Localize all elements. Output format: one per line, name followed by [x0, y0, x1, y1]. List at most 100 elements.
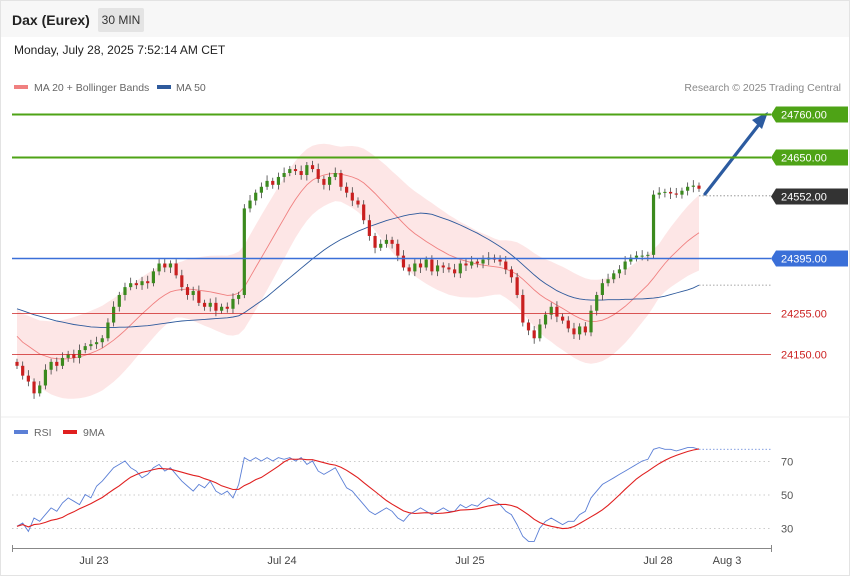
- candle-body-up: [168, 263, 173, 268]
- candle-body-down: [509, 269, 514, 278]
- candle: [146, 275, 150, 289]
- candle: [100, 335, 104, 348]
- candle: [134, 280, 138, 290]
- candle-body-up: [657, 192, 661, 195]
- candle-body-down: [174, 263, 178, 276]
- candle-body-up: [282, 173, 286, 177]
- candle-body-up: [94, 342, 99, 345]
- candle: [458, 260, 462, 279]
- candle: [305, 162, 309, 181]
- candle-body-up: [629, 257, 633, 262]
- candle: [356, 197, 360, 208]
- candle: [521, 289, 525, 327]
- candle: [55, 357, 59, 372]
- candle-body-down: [163, 263, 167, 268]
- candle: [276, 172, 281, 190]
- rsi-tick-label: 30: [781, 524, 793, 536]
- candle: [515, 272, 519, 299]
- timeframe-button[interactable]: 30 MIN: [98, 8, 144, 32]
- candle: [248, 195, 252, 213]
- candle-body-up: [38, 385, 42, 394]
- candle-body-up: [424, 259, 428, 268]
- level-label-support: 24150.00: [781, 350, 827, 362]
- candle: [350, 187, 354, 207]
- candle: [123, 282, 127, 301]
- candle: [526, 319, 531, 336]
- candle-body-up: [117, 294, 121, 307]
- candle: [259, 182, 263, 199]
- candle-body-up: [538, 324, 542, 339]
- candle-body-down: [293, 169, 298, 172]
- candle: [418, 258, 423, 273]
- candle-body-up: [413, 263, 417, 272]
- candle-body-up: [276, 176, 281, 185]
- candle-body-up: [151, 271, 155, 284]
- candle: [72, 349, 76, 363]
- rsi-panel: 70 50 30: [12, 447, 793, 542]
- candle: [310, 160, 315, 173]
- candle-body-up: [680, 190, 684, 195]
- candle-body-up: [663, 191, 667, 193]
- candle: [282, 167, 286, 183]
- candle: [646, 251, 650, 262]
- candle-body-down: [339, 173, 343, 187]
- candle-body-up: [384, 239, 389, 244]
- main-legend: MA 20 + Bollinger Bands MA 50 Research ©…: [14, 82, 841, 94]
- candle: [345, 182, 349, 198]
- candle-body-up: [191, 291, 195, 295]
- level-tag: [771, 250, 848, 267]
- candle: [237, 291, 241, 305]
- candle-body-up: [140, 281, 144, 286]
- candle: [339, 169, 343, 191]
- candle-body-up: [237, 294, 241, 299]
- candle-body-down: [26, 375, 30, 382]
- candle: [242, 204, 246, 299]
- time-axis: Jul 23 Jul 24 Jul 25 Jul 28 Aug 3: [12, 545, 772, 567]
- candle: [208, 298, 212, 312]
- candle-body-down: [566, 320, 570, 329]
- candle: [657, 187, 661, 199]
- candle: [566, 316, 570, 333]
- candle-body-up: [112, 306, 116, 323]
- candle: [561, 313, 565, 324]
- candle-body-down: [396, 243, 400, 256]
- candle-body-up: [220, 306, 224, 311]
- rsi-line: [16, 447, 700, 542]
- ma50-legend-label: MA 50: [176, 82, 206, 94]
- candle: [220, 303, 224, 314]
- candle: [390, 236, 394, 249]
- time-tick-label: Jul 24: [267, 555, 296, 567]
- candle-body-up: [617, 269, 622, 274]
- rsi-legend-swatch: [14, 430, 28, 434]
- rsi-tick-label: 70: [781, 457, 793, 469]
- candle-body-down: [271, 180, 275, 185]
- candle: [106, 318, 110, 342]
- ma9-legend-label: 9MA: [83, 427, 105, 439]
- candle-body-up: [123, 287, 127, 295]
- candle: [634, 251, 639, 262]
- candle-body-up: [333, 173, 337, 177]
- candle-body-up: [259, 186, 263, 193]
- candle-body-down: [202, 302, 207, 307]
- level-label-resistance: 24760.00: [771, 106, 848, 123]
- candle-body-down: [350, 192, 354, 201]
- candle: [629, 254, 633, 265]
- candle: [89, 339, 93, 351]
- candle-body-up: [595, 294, 599, 311]
- candle: [612, 270, 616, 284]
- candle: [202, 299, 207, 311]
- ma50-legend-swatch: [157, 85, 171, 89]
- candle-body-up: [66, 354, 70, 358]
- candle: [26, 370, 30, 387]
- candle: [66, 350, 70, 362]
- candle: [606, 273, 610, 287]
- candle-body-up: [248, 200, 252, 209]
- candle: [180, 269, 184, 292]
- level-label-last: 24552.00: [771, 188, 848, 205]
- candle-body-up: [589, 310, 593, 333]
- candle-body-down: [316, 169, 320, 179]
- candle: [583, 322, 587, 336]
- candle: [60, 352, 65, 369]
- candle-body-up: [327, 176, 332, 185]
